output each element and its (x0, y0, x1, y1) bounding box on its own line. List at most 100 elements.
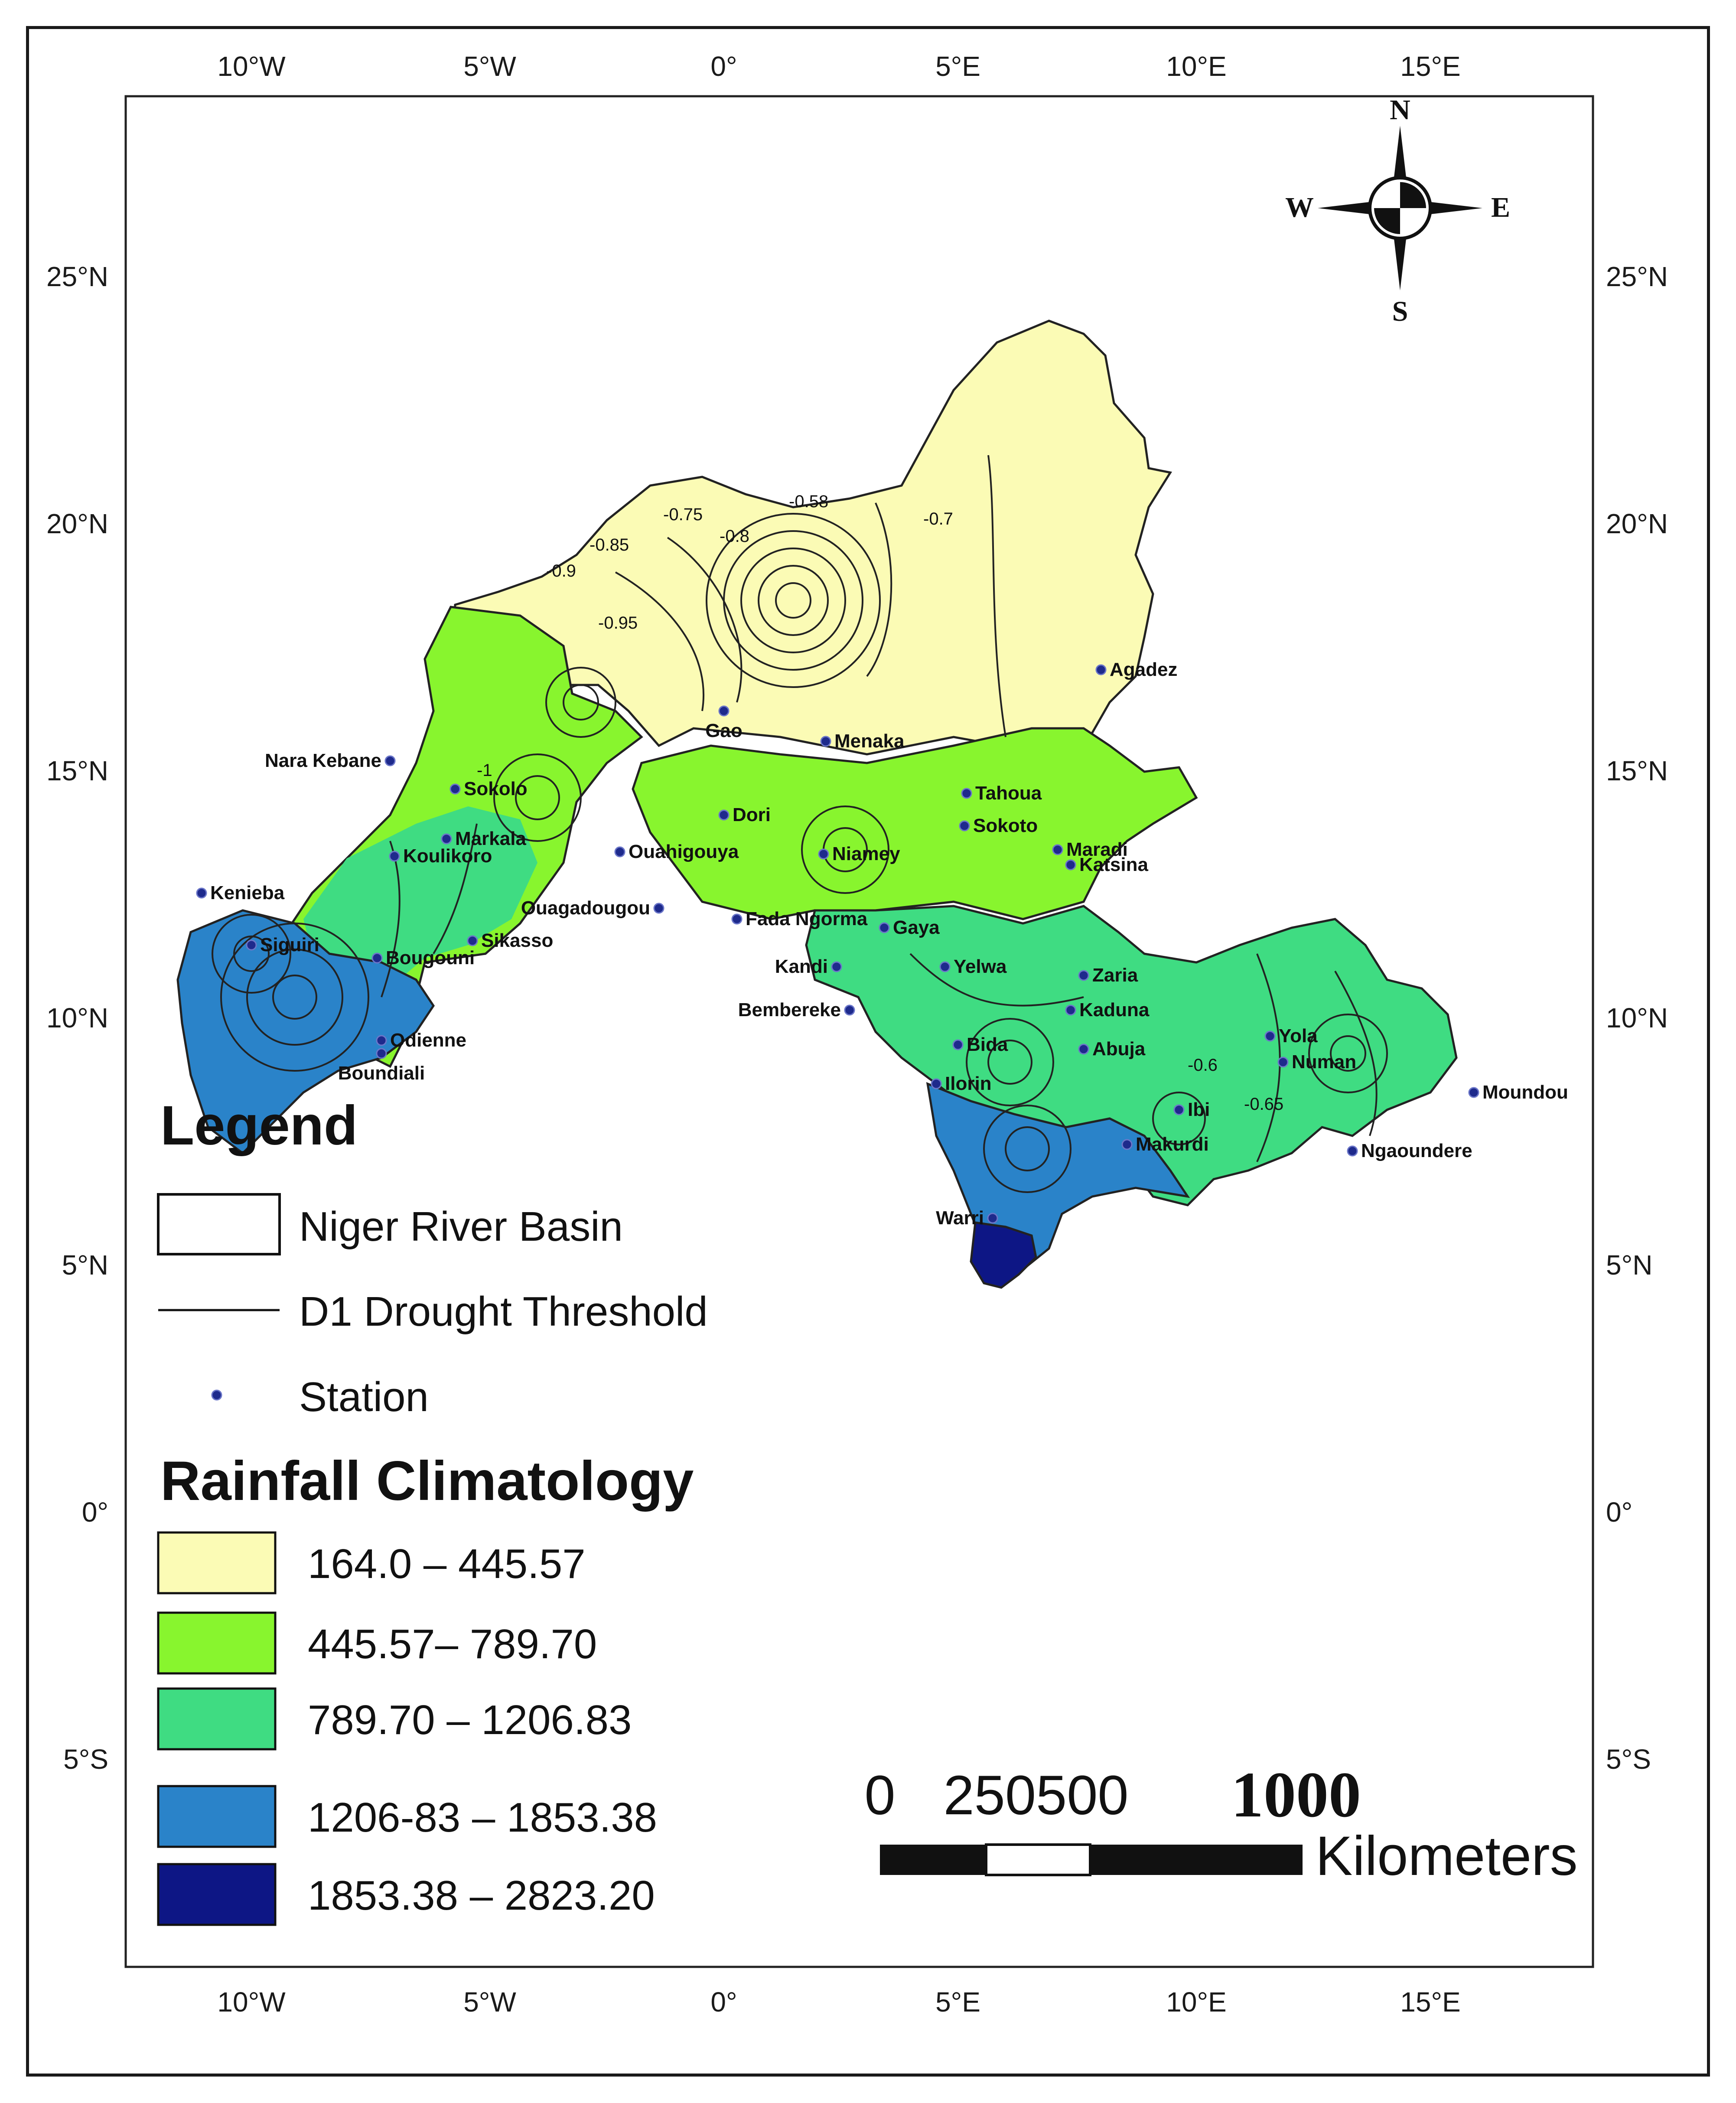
y-tick-label: 25°N (46, 261, 108, 292)
station-marker-icon[interactable] (718, 809, 730, 821)
legend-basin-label: Niger River Basin (299, 1203, 623, 1250)
station-marker-icon[interactable] (844, 1004, 855, 1016)
station-label: Bembereke (738, 999, 841, 1021)
rainfall-class-swatch (157, 1785, 277, 1848)
legend-station-label: Station (299, 1374, 429, 1420)
station-marker-icon[interactable] (931, 1078, 942, 1089)
contour-label: -0.85 (590, 535, 629, 554)
station-marker-icon[interactable] (987, 1213, 998, 1224)
station-label: Sikasso (481, 930, 553, 951)
contour-label: -0.7 (923, 509, 953, 528)
rainfall-class-label: 1853.38 – 2823.20 (308, 1872, 655, 1919)
rainfall-class-label: 164.0 – 445.57 (308, 1541, 586, 1587)
compass-north: N (1390, 94, 1410, 126)
station-label: Kaduna (1079, 999, 1150, 1021)
station-marker-icon[interactable] (1468, 1087, 1479, 1098)
station-marker-icon[interactable] (614, 846, 625, 858)
station-label: Boundiali (338, 1063, 425, 1084)
y-tick-label: 5°N (1606, 1249, 1652, 1281)
station-label: Ilorin (945, 1073, 992, 1094)
station-marker-icon[interactable] (952, 1039, 964, 1050)
station-marker-icon[interactable] (1121, 1139, 1133, 1150)
station-marker-icon[interactable] (246, 939, 257, 951)
basin-blue-west (176, 909, 435, 1155)
station-marker-icon[interactable] (653, 903, 664, 914)
scale-label-0: 0 (864, 1764, 895, 1826)
station-label: Bougouni (386, 947, 475, 968)
legend: Legend Niger River Basin D1 Drought Thre… (157, 1095, 708, 1926)
station-marker-icon[interactable] (384, 755, 396, 766)
y-axis-left: 25°N 20°N 15°N 10°N 5°N 0° 5°S (46, 261, 108, 1775)
station-marker-icon[interactable] (879, 922, 890, 933)
y-axis-right: 25°N 20°N 15°N 10°N 5°N 0° 5°S (1606, 261, 1668, 1775)
station-marker-icon[interactable] (1173, 1104, 1185, 1115)
station-marker-icon[interactable] (939, 961, 951, 972)
map-neatline (124, 95, 1594, 1968)
station-marker-icon[interactable] (718, 705, 730, 717)
station-label: Ngaoundere (1361, 1140, 1472, 1161)
station-label: Abuja (1092, 1038, 1146, 1060)
y-tick-label: 20°N (46, 508, 108, 539)
station-marker-icon[interactable] (1264, 1030, 1276, 1042)
y-tick-label: 10°N (1606, 1002, 1668, 1034)
station-marker-icon[interactable] (818, 848, 829, 860)
station-marker-icon[interactable] (376, 1035, 387, 1046)
station-label: Tahoua (975, 783, 1042, 804)
y-tick-label: 20°N (1606, 508, 1668, 539)
station-marker-icon[interactable] (1078, 1043, 1089, 1055)
rainfall-class-label: 1206-83 – 1853.38 (308, 1794, 657, 1841)
scale-segment-2 (985, 1843, 1091, 1876)
x-tick-label: 5°W (463, 1986, 516, 2018)
station-label: Bida (967, 1034, 1008, 1055)
station-marker-icon[interactable] (1095, 664, 1107, 675)
y-tick-label: 5°S (63, 1744, 108, 1775)
contour-label: -1 (477, 761, 492, 780)
station-marker-icon[interactable] (449, 783, 461, 795)
station-marker-icon[interactable] (196, 887, 207, 899)
x-tick-label: 10°W (217, 51, 286, 82)
station-label: Niamey (832, 843, 900, 864)
station-marker-icon[interactable] (1065, 1004, 1076, 1016)
x-tick-label: 10°E (1166, 1986, 1226, 2018)
y-tick-label: 0° (82, 1497, 108, 1528)
rainfall-class-swatch (157, 1531, 277, 1594)
station-marker-icon[interactable] (371, 952, 383, 964)
station-marker-icon[interactable] (731, 913, 743, 925)
station-label: Kenieba (210, 882, 285, 903)
station-label: Nara Kebane (265, 750, 381, 771)
station-marker-icon[interactable] (961, 788, 972, 799)
scale-label-1000: 1000 (1231, 1759, 1361, 1831)
map-frame (26, 26, 1710, 2077)
station-label: Maradi (1066, 839, 1128, 860)
station-marker-icon[interactable] (820, 736, 831, 747)
scale-label-250-500: 250500 (943, 1764, 1128, 1826)
legend-title: Legend (160, 1095, 358, 1157)
station-marker-icon[interactable] (1052, 844, 1063, 855)
station-label: Siguiri (260, 934, 319, 955)
station-label: Warri (936, 1207, 984, 1229)
x-tick-label: 15°E (1400, 1986, 1460, 2018)
station-label: Katsina (1079, 854, 1148, 875)
station-marker-icon[interactable] (376, 1048, 387, 1059)
station-marker-icon[interactable] (1078, 970, 1089, 981)
station-label: Numan (1292, 1051, 1356, 1073)
station-marker-icon[interactable] (831, 961, 842, 972)
station-marker-icon[interactable] (467, 935, 478, 946)
station-marker-icon[interactable] (1065, 859, 1076, 871)
basin-teal-west (303, 806, 537, 980)
station-label: Ouagadougou (521, 897, 650, 919)
station-label: Gao (705, 720, 743, 741)
station-marker-icon[interactable] (441, 833, 452, 844)
station-marker-icon[interactable] (959, 820, 970, 831)
station-marker-icon[interactable] (389, 851, 400, 862)
compass-east: E (1491, 192, 1510, 223)
compass-south: S (1392, 296, 1408, 327)
legend-station-icon (211, 1389, 222, 1401)
rainfall-class-swatch (157, 1863, 277, 1926)
legend-basin-swatch (157, 1193, 281, 1255)
station-marker-icon[interactable] (1277, 1056, 1289, 1068)
contour-labels: -0.9 -0.85 -0.75 -0.8 -0.58 -0.7 -0.95 -… (477, 492, 1283, 1114)
station-marker-icon[interactable] (1347, 1145, 1358, 1157)
station-label: Gaya (893, 917, 940, 938)
